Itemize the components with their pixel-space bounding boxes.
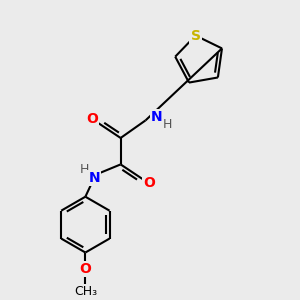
Text: CH₃: CH₃ — [74, 285, 97, 298]
Text: O: O — [143, 176, 155, 190]
Text: S: S — [190, 28, 201, 43]
Text: O: O — [86, 112, 98, 126]
Text: N: N — [151, 110, 163, 124]
Text: O: O — [80, 262, 91, 276]
Text: H: H — [80, 163, 89, 176]
Text: H: H — [163, 118, 172, 131]
Text: N: N — [88, 171, 100, 184]
